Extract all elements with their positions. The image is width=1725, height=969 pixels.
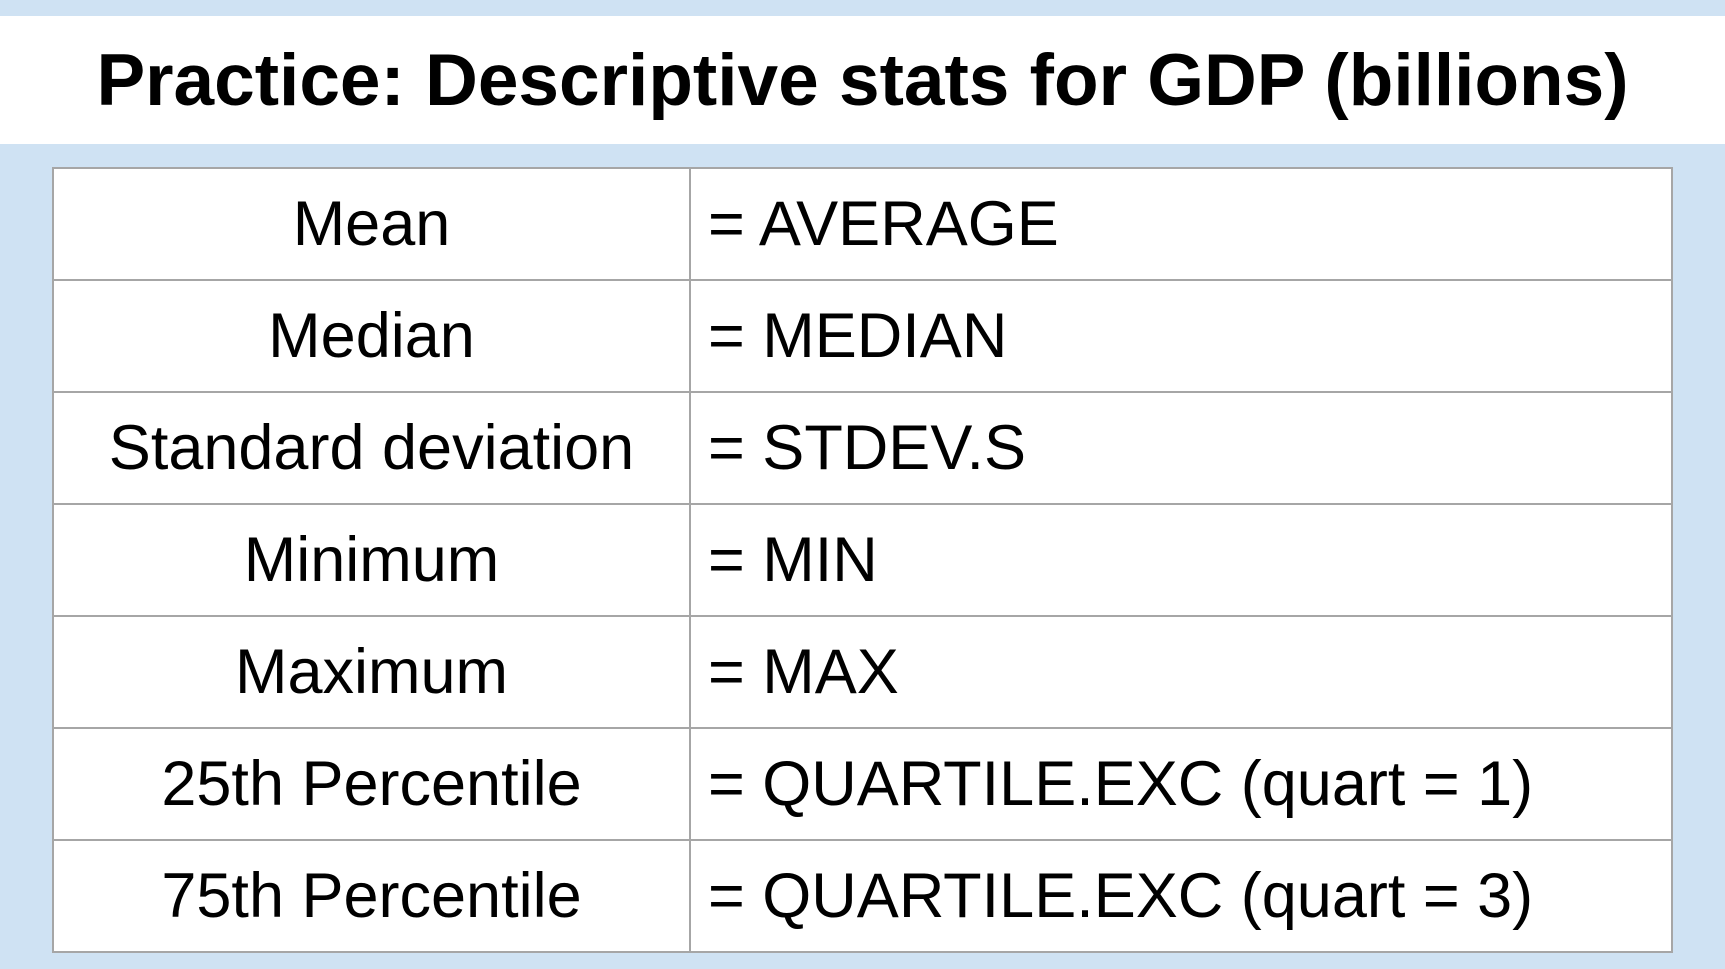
excel-formula-cell: = STDEV.S — [689, 391, 1673, 505]
excel-formula-cell: = MIN — [689, 503, 1673, 617]
statistic-name-cell: 25th Percentile — [52, 727, 691, 841]
statistic-name-cell: Minimum — [52, 503, 691, 617]
table-row: Mean = AVERAGE — [52, 167, 1673, 281]
excel-formula-cell: = AVERAGE — [689, 167, 1673, 281]
table-row: Median = MEDIAN — [52, 279, 1673, 393]
descriptive-stats-table: Mean = AVERAGE Median = MEDIAN Standard … — [52, 167, 1673, 953]
statistic-name-cell: Median — [52, 279, 691, 393]
table-row: 25th Percentile = QUARTILE.EXC (quart = … — [52, 727, 1673, 841]
statistic-name-cell: 75th Percentile — [52, 839, 691, 953]
table-row: Maximum = MAX — [52, 615, 1673, 729]
table-row: 75th Percentile = QUARTILE.EXC (quart = … — [52, 839, 1673, 953]
excel-formula-cell: = MEDIAN — [689, 279, 1673, 393]
statistic-name-cell: Standard deviation — [52, 391, 691, 505]
statistic-name-cell: Mean — [52, 167, 691, 281]
excel-formula-cell: = QUARTILE.EXC (quart = 3) — [689, 839, 1673, 953]
slide-title: Practice: Descriptive stats for GDP (bil… — [96, 39, 1629, 121]
title-band: Practice: Descriptive stats for GDP (bil… — [0, 16, 1725, 144]
excel-formula-cell: = MAX — [689, 615, 1673, 729]
table-body: Mean = AVERAGE Median = MEDIAN Standard … — [52, 167, 1673, 953]
table-row: Minimum = MIN — [52, 503, 1673, 617]
table-row: Standard deviation = STDEV.S — [52, 391, 1673, 505]
statistic-name-cell: Maximum — [52, 615, 691, 729]
excel-formula-cell: = QUARTILE.EXC (quart = 1) — [689, 727, 1673, 841]
